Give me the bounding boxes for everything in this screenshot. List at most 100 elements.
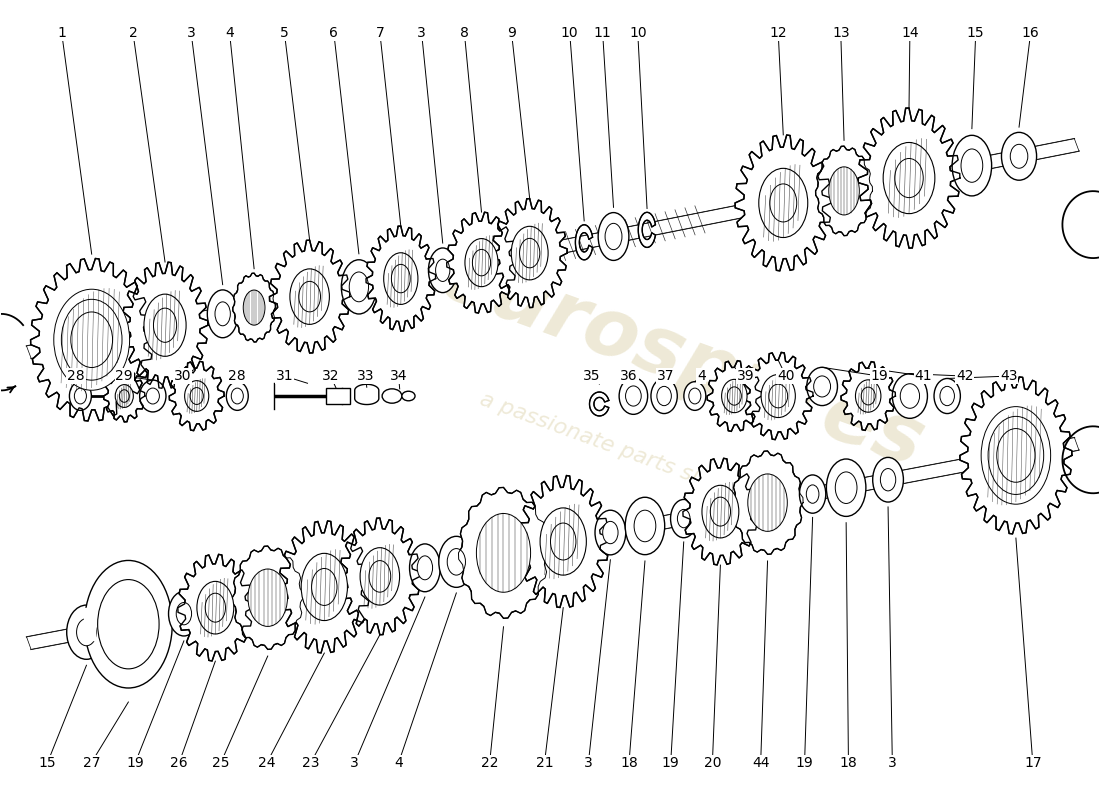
Ellipse shape: [67, 605, 107, 659]
Text: 4: 4: [697, 369, 706, 383]
Ellipse shape: [900, 384, 920, 408]
Ellipse shape: [748, 474, 788, 531]
Ellipse shape: [826, 459, 866, 516]
Ellipse shape: [603, 522, 618, 544]
Polygon shape: [744, 353, 813, 440]
Ellipse shape: [512, 226, 548, 280]
Text: a passionate parts since 1985: a passionate parts since 1985: [477, 389, 799, 522]
Polygon shape: [31, 258, 153, 421]
Ellipse shape: [619, 378, 648, 414]
Ellipse shape: [961, 149, 982, 182]
Text: 8: 8: [460, 26, 469, 40]
Polygon shape: [842, 362, 895, 430]
Text: 32: 32: [322, 369, 339, 383]
Ellipse shape: [227, 382, 249, 410]
Polygon shape: [492, 198, 568, 307]
Bar: [327, 388, 350, 404]
Text: 43: 43: [1000, 369, 1018, 383]
Text: 10: 10: [629, 26, 647, 40]
Polygon shape: [233, 273, 275, 342]
Ellipse shape: [168, 591, 199, 636]
Text: 3: 3: [350, 756, 359, 770]
Text: 39: 39: [737, 369, 755, 383]
Polygon shape: [518, 475, 608, 607]
Text: 41: 41: [914, 369, 932, 383]
Polygon shape: [366, 226, 436, 331]
Ellipse shape: [1001, 132, 1036, 180]
Text: 30: 30: [174, 369, 191, 383]
Ellipse shape: [651, 378, 678, 414]
Ellipse shape: [856, 380, 881, 412]
Ellipse shape: [684, 382, 706, 410]
Ellipse shape: [981, 406, 1050, 504]
Ellipse shape: [940, 386, 955, 406]
Ellipse shape: [634, 510, 656, 542]
Text: 33: 33: [356, 369, 374, 383]
Text: 2: 2: [129, 26, 138, 40]
Ellipse shape: [98, 579, 160, 669]
Text: 37: 37: [657, 369, 674, 383]
Ellipse shape: [116, 385, 133, 407]
Text: 26: 26: [170, 756, 188, 770]
Text: 28: 28: [67, 369, 85, 383]
Ellipse shape: [894, 158, 923, 198]
Text: 5: 5: [280, 26, 289, 40]
Ellipse shape: [872, 458, 903, 502]
Polygon shape: [278, 521, 370, 653]
Ellipse shape: [190, 387, 204, 405]
Ellipse shape: [770, 184, 796, 222]
Ellipse shape: [711, 497, 730, 526]
Ellipse shape: [140, 380, 166, 412]
Ellipse shape: [1010, 144, 1027, 168]
Text: 31: 31: [276, 369, 294, 383]
Polygon shape: [590, 392, 608, 416]
Text: 36: 36: [620, 369, 638, 383]
Ellipse shape: [176, 602, 191, 625]
Ellipse shape: [806, 485, 818, 503]
Text: 27: 27: [82, 756, 100, 770]
Polygon shape: [858, 108, 960, 248]
Text: 3: 3: [417, 26, 426, 40]
Text: 16: 16: [1022, 26, 1040, 40]
Polygon shape: [169, 362, 224, 430]
Text: 12: 12: [769, 26, 786, 40]
Ellipse shape: [678, 510, 690, 528]
Polygon shape: [683, 458, 758, 565]
Text: 18: 18: [839, 756, 857, 770]
Ellipse shape: [429, 248, 456, 293]
Ellipse shape: [146, 388, 160, 404]
Text: 19: 19: [662, 756, 680, 770]
Ellipse shape: [761, 374, 795, 418]
Ellipse shape: [234, 550, 300, 646]
Polygon shape: [340, 518, 420, 634]
Polygon shape: [122, 262, 208, 388]
Ellipse shape: [234, 276, 274, 339]
Ellipse shape: [472, 250, 491, 276]
Polygon shape: [459, 487, 549, 618]
Text: 1: 1: [57, 26, 66, 40]
Ellipse shape: [953, 135, 991, 196]
Text: 3: 3: [187, 26, 196, 40]
Polygon shape: [960, 377, 1071, 534]
Ellipse shape: [689, 388, 701, 404]
Ellipse shape: [934, 378, 960, 414]
Text: 21: 21: [536, 756, 553, 770]
Ellipse shape: [299, 282, 320, 312]
Text: 18: 18: [620, 756, 638, 770]
Ellipse shape: [54, 290, 130, 390]
Text: 14: 14: [901, 26, 918, 40]
Text: 6: 6: [329, 26, 339, 40]
Polygon shape: [26, 438, 1079, 650]
Ellipse shape: [360, 548, 399, 605]
Ellipse shape: [248, 569, 287, 626]
Ellipse shape: [368, 561, 390, 592]
Circle shape: [382, 389, 402, 403]
Ellipse shape: [75, 388, 87, 404]
Text: 28: 28: [229, 369, 246, 383]
Polygon shape: [103, 370, 145, 422]
Ellipse shape: [154, 308, 177, 342]
Ellipse shape: [880, 469, 895, 491]
Polygon shape: [575, 225, 593, 260]
Ellipse shape: [727, 387, 741, 405]
Ellipse shape: [77, 618, 97, 646]
